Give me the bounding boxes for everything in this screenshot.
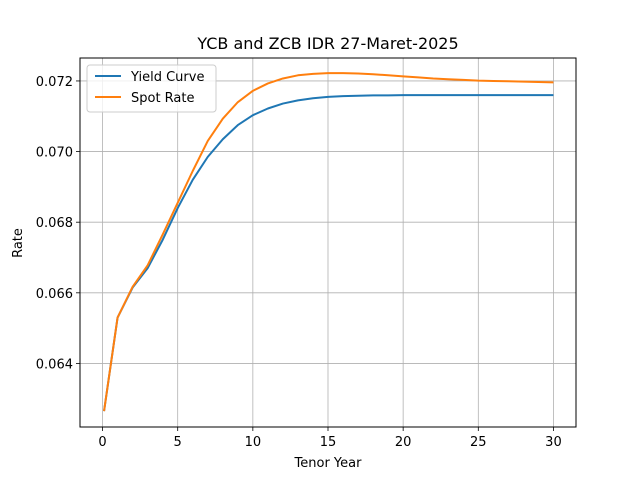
chart-title: YCB and ZCB IDR 27-Maret-2025 [196,34,458,53]
y-tick-label: 0.070 [36,146,73,161]
y-tick-label: 0.068 [36,216,73,231]
axis-ticks: 0 5 10 15 20 25 30 0.064 0.066 0.068 0.070 0.072 [36,75,562,450]
x-tick-label: 30 [545,435,562,450]
x-tick-label: 20 [395,435,412,450]
legend-label-yield-curve: Yield Curve [130,70,204,85]
x-tick-label: 0 [98,435,106,450]
x-tick-label: 10 [245,435,262,450]
legend: Yield Curve Spot Rate [86,64,217,113]
x-axis-label: Tenor Year [294,456,363,471]
y-tick-label: 0.072 [36,75,73,90]
y-axis-label: Rate [11,228,26,258]
grid [80,58,576,427]
y-tick-label: 0.066 [36,287,73,302]
x-tick-label: 5 [174,435,182,450]
series-line-yield-curve [103,94,554,412]
series-line-spot-rate [103,72,554,412]
y-tick-label: 0.064 [36,357,73,372]
x-tick-label: 25 [470,435,487,450]
series-lines [103,72,554,412]
x-tick-label: 15 [320,435,337,450]
legend-label-spot-rate: Spot Rate [131,91,195,106]
